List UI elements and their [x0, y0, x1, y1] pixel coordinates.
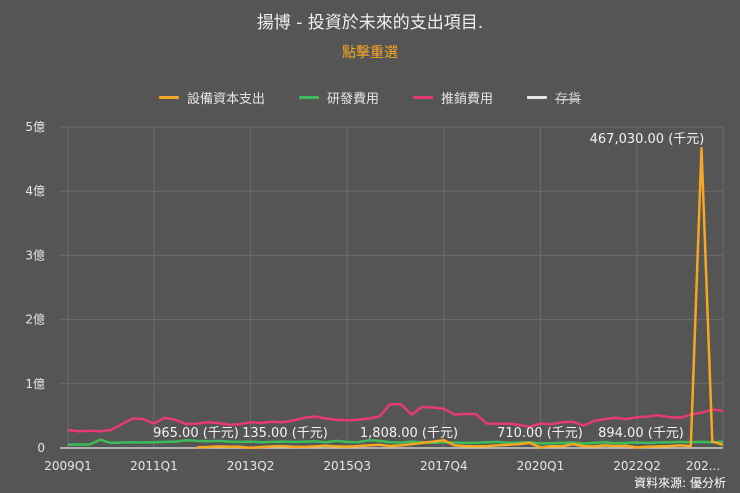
- y-tick-label: 2億: [25, 313, 45, 327]
- legend-item-selling[interactable]: 推銷費用: [413, 88, 493, 107]
- x-tick-label: 2015Q3: [323, 459, 371, 473]
- data-label: 965.00 (千元): [153, 426, 239, 441]
- legend-item-rnd[interactable]: 研發費用: [298, 88, 379, 107]
- legend-item-capex[interactable]: 設備資本支出: [158, 88, 265, 107]
- y-tick-label: 4億: [25, 184, 45, 198]
- x-tick-label: 2022Q2: [613, 459, 661, 473]
- data-label: 710.00 (千元): [497, 426, 583, 441]
- y-tick-label: 1億: [25, 377, 45, 391]
- data-label: 467,030.00 (千元): [590, 132, 705, 147]
- x-tick-label: 2020Q1: [517, 459, 565, 473]
- series-line[interactable]: [67, 403, 724, 433]
- legend-swatch-rnd: [298, 96, 319, 99]
- legend-label: 設備資本支出: [186, 92, 265, 107]
- legend-label: 研發費用: [326, 92, 379, 107]
- data-annotations: 965.00 (千元) 135.00 (千元) 1,808.00 (千元) 710.0…: [153, 132, 704, 441]
- data-label: 135.00 (千元): [242, 426, 328, 441]
- reset-zoom-button[interactable]: 點擊重選: [342, 45, 398, 61]
- chart-title: 揚博 - 投資於未來的支出項目.: [256, 13, 484, 33]
- legend-swatch-inventory: [527, 96, 548, 99]
- series-line[interactable]: [196, 146, 724, 450]
- source-credit: 資料來源: 優分析: [634, 476, 726, 490]
- x-tick-label: 2009Q1: [44, 459, 92, 473]
- legend-item-inventory[interactable]: 存貨: [527, 88, 581, 107]
- data-label: 1,808.00 (千元): [360, 426, 458, 441]
- legend-swatch-selling: [413, 96, 433, 99]
- y-tick-label: 0: [37, 441, 45, 455]
- x-tick-label: 2011Q1: [130, 459, 178, 473]
- legend-label: 推銷費用: [441, 92, 494, 107]
- y-tick-label: 5億: [25, 120, 45, 134]
- x-axis: 2009Q1 2011Q1 2013Q2 2015Q3 2017Q4 2020Q1 2022…: [44, 447, 723, 473]
- x-tick-label: 2013Q2: [227, 459, 275, 473]
- x-tick-label: 202...: [686, 459, 720, 473]
- data-label: 894.00 (千元): [598, 426, 684, 441]
- series-line[interactable]: [67, 438, 724, 447]
- grid-lines: [60, 126, 724, 448]
- legend-label: 存貨: [555, 92, 582, 107]
- x-tick-label: 2017Q4: [420, 459, 468, 473]
- y-tick-label: 3億: [25, 248, 45, 262]
- series-lines: [67, 146, 724, 450]
- y-axis: 0 1億 2億 3億 4億 5億: [25, 120, 45, 455]
- chart-legend: 設備資本支出 研發費用 推銷費用 存貨: [0, 88, 740, 107]
- legend-swatch-capex: [158, 96, 179, 99]
